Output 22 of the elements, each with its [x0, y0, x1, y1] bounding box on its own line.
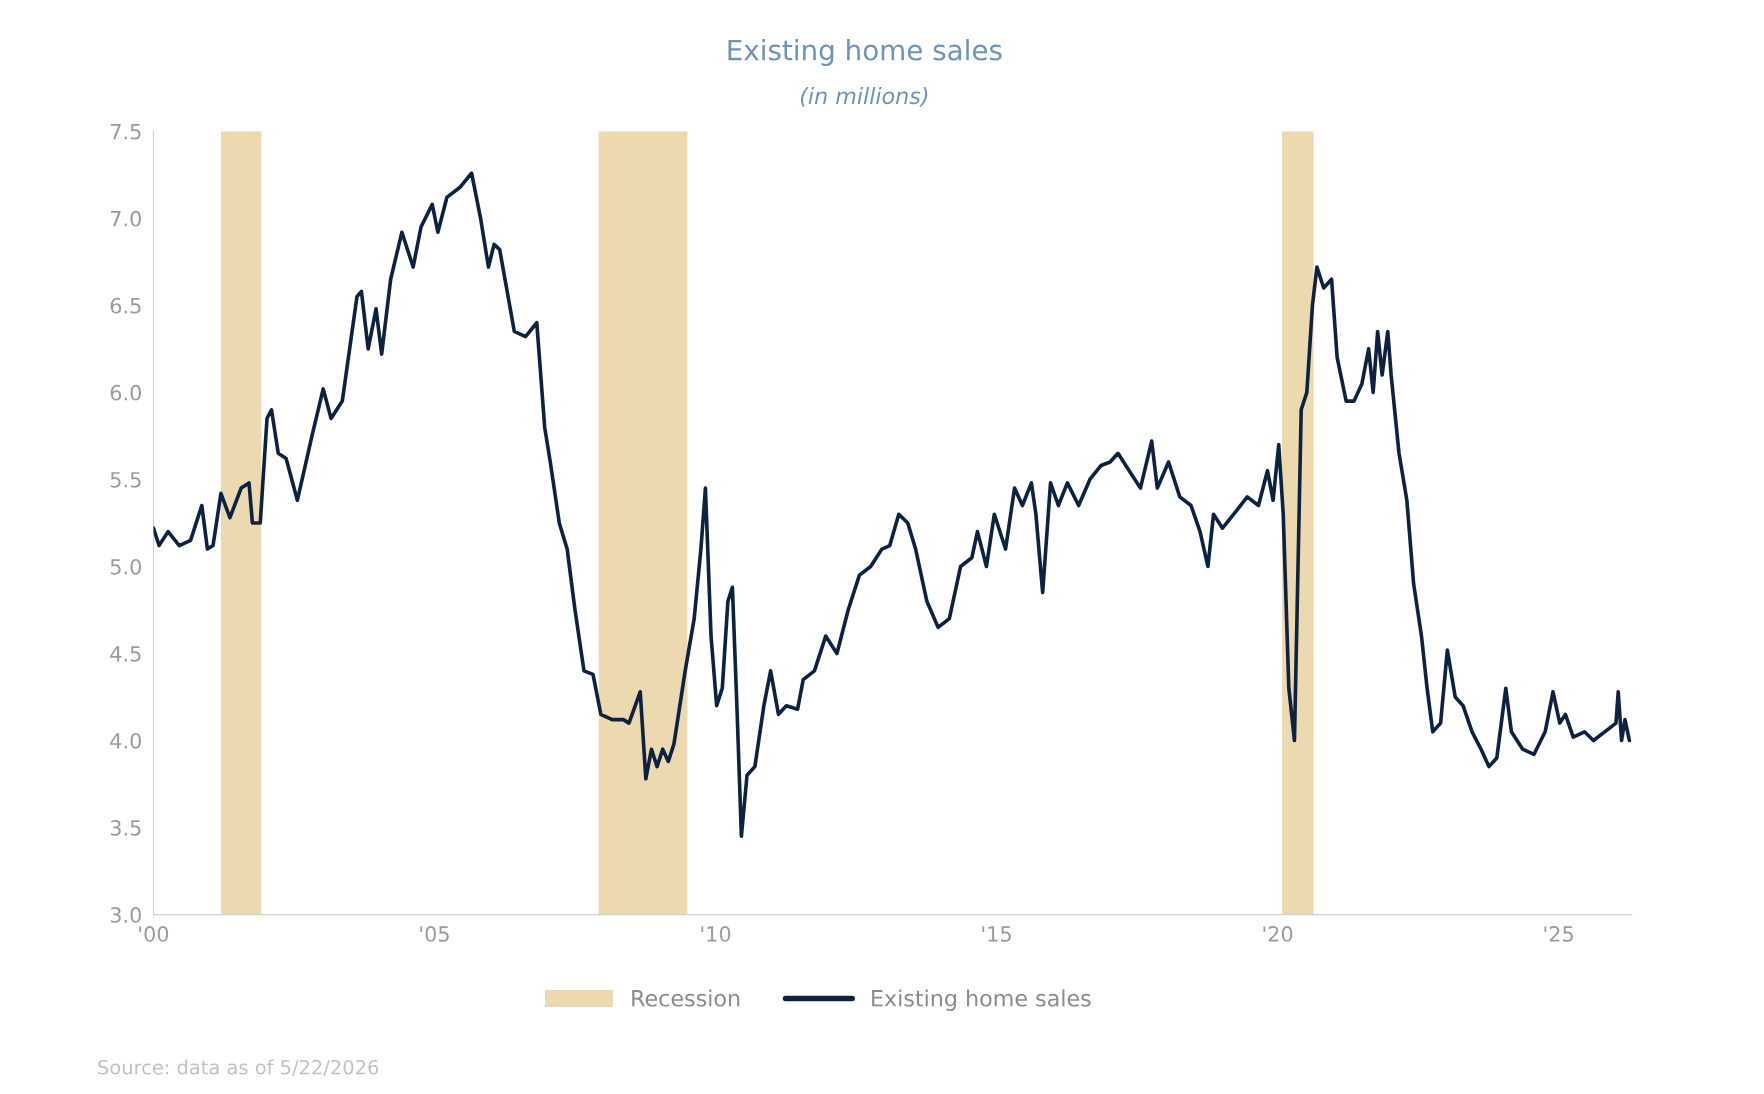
y-tick-label: 6.0	[110, 384, 141, 401]
x-tick-label: '20	[1263, 926, 1293, 942]
y-tick-label: 3.5	[110, 820, 141, 836]
y-tick-label: 7.5	[110, 124, 141, 140]
source-note: Source: data as of 5/22/2026	[98, 1059, 379, 1077]
x-tick-label: '10	[701, 926, 731, 942]
y-tick-label: 4.5	[110, 646, 141, 662]
y-tick-label: 5.5	[110, 472, 141, 488]
y-tick-label: 3.0	[110, 907, 141, 923]
chart-subtitle: (in millions)	[800, 87, 928, 107]
legend-label: Existing home sales	[872, 989, 1091, 1011]
x-tick-label: '05	[420, 926, 449, 942]
y-tick-label: 7.0	[110, 210, 141, 227]
x-tick-label: '15	[982, 926, 1011, 942]
legend-label: Recession	[632, 989, 740, 1007]
chart-title: Existing home sales	[728, 39, 1002, 66]
y-tick-label: 4.0	[110, 732, 141, 749]
y-tick-label: 6.5	[110, 297, 141, 314]
y-tick-label: 5.0	[110, 558, 141, 575]
x-tick-label: '25	[1544, 926, 1573, 942]
line-series	[153, 171, 1632, 839]
x-tick-label: '00	[139, 926, 169, 942]
